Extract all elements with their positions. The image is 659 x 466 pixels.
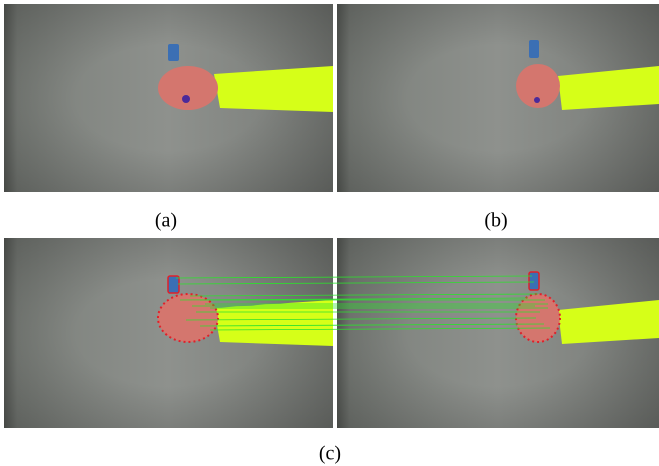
page: {"captions": ["(a)", "(b)", "(c)"]} (a) … bbox=[0, 0, 659, 466]
panel-c bbox=[4, 238, 659, 428]
caption-a: (a) bbox=[155, 210, 177, 232]
panel-a bbox=[4, 4, 333, 192]
hand bbox=[158, 66, 218, 110]
figure: (a) (b) (c) bbox=[0, 0, 659, 466]
caption-c: (c) bbox=[319, 443, 341, 465]
object-end bbox=[534, 97, 540, 103]
object bbox=[168, 276, 179, 293]
object bbox=[168, 44, 179, 61]
hand bbox=[158, 294, 218, 342]
object-end bbox=[182, 95, 190, 103]
caption-b: (b) bbox=[484, 210, 507, 232]
sleeve bbox=[214, 300, 333, 346]
panel-b bbox=[337, 4, 659, 192]
object bbox=[529, 272, 539, 290]
sleeve bbox=[214, 66, 333, 112]
object bbox=[529, 40, 539, 58]
